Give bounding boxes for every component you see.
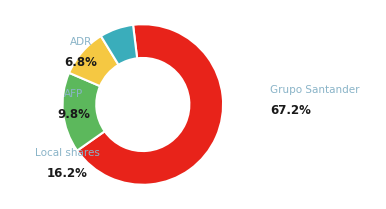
Text: Local shares: Local shares xyxy=(35,148,100,158)
Wedge shape xyxy=(69,36,119,86)
Text: 16.2%: 16.2% xyxy=(47,167,88,180)
Wedge shape xyxy=(101,25,137,65)
Wedge shape xyxy=(63,73,105,151)
Text: AFP: AFP xyxy=(64,89,83,99)
Text: 67.2%: 67.2% xyxy=(270,104,311,117)
Wedge shape xyxy=(77,24,223,185)
Text: 9.8%: 9.8% xyxy=(57,108,90,121)
Text: ADR: ADR xyxy=(70,37,92,47)
Text: 6.8%: 6.8% xyxy=(64,56,98,69)
Text: Grupo Santander: Grupo Santander xyxy=(270,85,360,95)
